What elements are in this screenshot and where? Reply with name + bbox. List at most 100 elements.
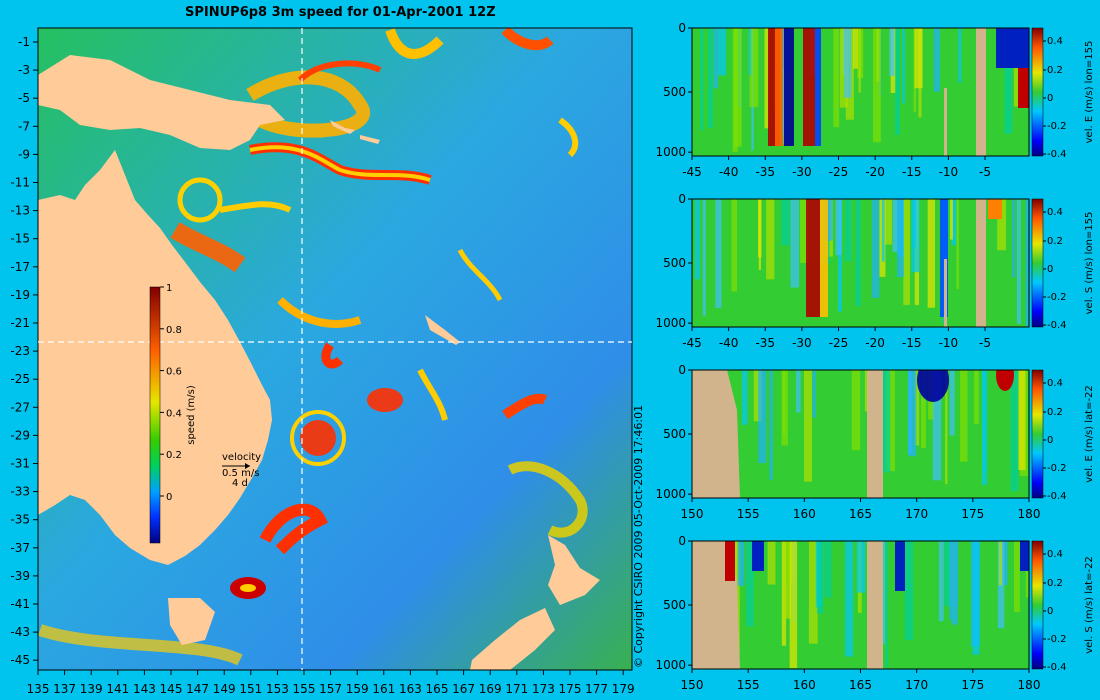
section-streak [1013, 541, 1020, 612]
figure-title: SPINUP6p8 3m speed for 01-Apr-2001 12Z [185, 5, 496, 20]
section-streak [998, 541, 1003, 586]
section-x-tick-label: -35 [755, 165, 775, 179]
section-streak [853, 28, 859, 69]
section-jet [988, 199, 1002, 219]
section-streak [816, 541, 824, 614]
section-streak [885, 541, 889, 668]
solomon-islands [330, 120, 380, 144]
section-streak [914, 370, 920, 446]
section-streak [1010, 370, 1019, 492]
section-colorbar-tick-label: 0.2 [1047, 578, 1063, 589]
section-streak [782, 370, 786, 435]
section-jet [784, 28, 794, 146]
section-land [867, 541, 883, 669]
map-lon-ticks: 135 137 139 141 143 145 147 149 151 153 155 157 159 1… [27, 670, 635, 696]
section-colorbar-label: vel. S (m/s) lon=155 [1084, 212, 1095, 315]
section-streak [789, 541, 798, 669]
velocity-legend-arrowhead [245, 463, 250, 469]
section-land [976, 199, 986, 327]
section-y-tick-label: 1000 [655, 658, 686, 672]
section-colorbar [1031, 369, 1044, 499]
current-jet [170, 222, 246, 273]
section-colorbar-label: vel. E (m/s) lon=155 [1084, 41, 1095, 144]
section-streak [1011, 199, 1015, 278]
section-streak [800, 199, 809, 264]
section-panels: 0 500 1000 -45 -40 -35 -30 -25 -20 -15 -10 -5 0.4 0.2… [655, 21, 1095, 692]
lat-tick-label: -41 [10, 597, 30, 611]
section-x-tick-label: -35 [755, 336, 775, 350]
velocity-legend-title: velocity [222, 452, 261, 463]
current-jet [249, 145, 431, 182]
section-x-tick-label: -10 [939, 336, 959, 350]
section-colorbar-tick-label: 0 [1047, 93, 1053, 104]
tasmania-landmass [168, 598, 215, 645]
section-streak [959, 370, 968, 462]
lon-tick-label: 157 [319, 682, 342, 696]
section-y-tick-label: 1000 [655, 487, 686, 501]
section-x-tick-label: 150 [681, 678, 704, 692]
lon-tick-label: 173 [532, 682, 555, 696]
section-streak [718, 28, 727, 76]
section-streak [844, 28, 852, 98]
current-jet [558, 117, 579, 158]
section-colorbar [1031, 540, 1044, 670]
section-jet [1018, 68, 1029, 108]
section-streak [951, 199, 957, 246]
speed-colorbar-tick-label: 0.4 [166, 408, 182, 419]
section-y-tick-label: 500 [663, 256, 686, 270]
section-streak [748, 28, 752, 76]
section-y-tick-label: 0 [678, 534, 686, 548]
section-jet [1020, 541, 1029, 571]
section-streak [972, 541, 980, 655]
section-streak [734, 28, 742, 147]
section-streak [873, 28, 881, 143]
lon-tick-label: 165 [426, 682, 449, 696]
velocity-legend-speed: 0.5 m/s [222, 468, 259, 479]
section-features [700, 28, 1029, 156]
section-jet [940, 199, 948, 317]
section-colorbar-tick-label: -0.2 [1047, 463, 1067, 474]
section-streak [958, 28, 962, 83]
section-y-tick-label: 500 [663, 598, 686, 612]
section-x-tick-label: -5 [979, 165, 991, 179]
section-streak [897, 199, 904, 278]
section-streak [839, 28, 848, 108]
lon-tick-label: 143 [133, 682, 156, 696]
lat-tick-label: -45 [10, 653, 30, 667]
section-streak [938, 541, 944, 622]
lon-tick-label: 167 [452, 682, 475, 696]
section-streak [902, 28, 905, 104]
section-streak [786, 541, 793, 583]
section-panel: 0 500 1000 -45 -40 -35 -30 -25 -20 -15 -10 -5 0.4 0.2… [655, 21, 1095, 179]
section-streak [932, 370, 942, 481]
section-streak [1025, 199, 1029, 326]
section-y-tick-label: 500 [663, 427, 686, 441]
section-streak [892, 199, 898, 252]
section-streak [713, 28, 719, 89]
section-streak [766, 199, 775, 280]
lon-tick-label: 153 [266, 682, 289, 696]
current-jet [321, 342, 344, 369]
section-streak [920, 370, 926, 449]
section-x-tick-label: -40 [719, 165, 739, 179]
lon-tick-label: 147 [186, 682, 209, 696]
section-features [692, 541, 1029, 669]
section-jet [803, 28, 815, 146]
section-y-tick-label: 1000 [655, 316, 686, 330]
section-colorbar-tick-label: 0.4 [1047, 207, 1063, 218]
section-colorbar-tick-label: -0.4 [1047, 320, 1067, 331]
section-streak [858, 28, 861, 93]
section-streak [758, 199, 761, 270]
section-x-tick-label: -15 [902, 165, 922, 179]
eddy [300, 420, 336, 456]
section-streak [749, 28, 759, 108]
section-colorbar-tick-label: -0.2 [1047, 121, 1067, 132]
section-jet [996, 28, 1029, 68]
section-streak [981, 370, 987, 485]
section-x-tick-label: 180 [1018, 507, 1041, 521]
lon-tick-label: 151 [239, 682, 262, 696]
speed-colorbar-tick-label: 0.6 [166, 367, 182, 378]
lon-tick-label: 135 [27, 682, 50, 696]
section-streak [956, 199, 959, 290]
section-y-tick-label: 0 [678, 363, 686, 377]
